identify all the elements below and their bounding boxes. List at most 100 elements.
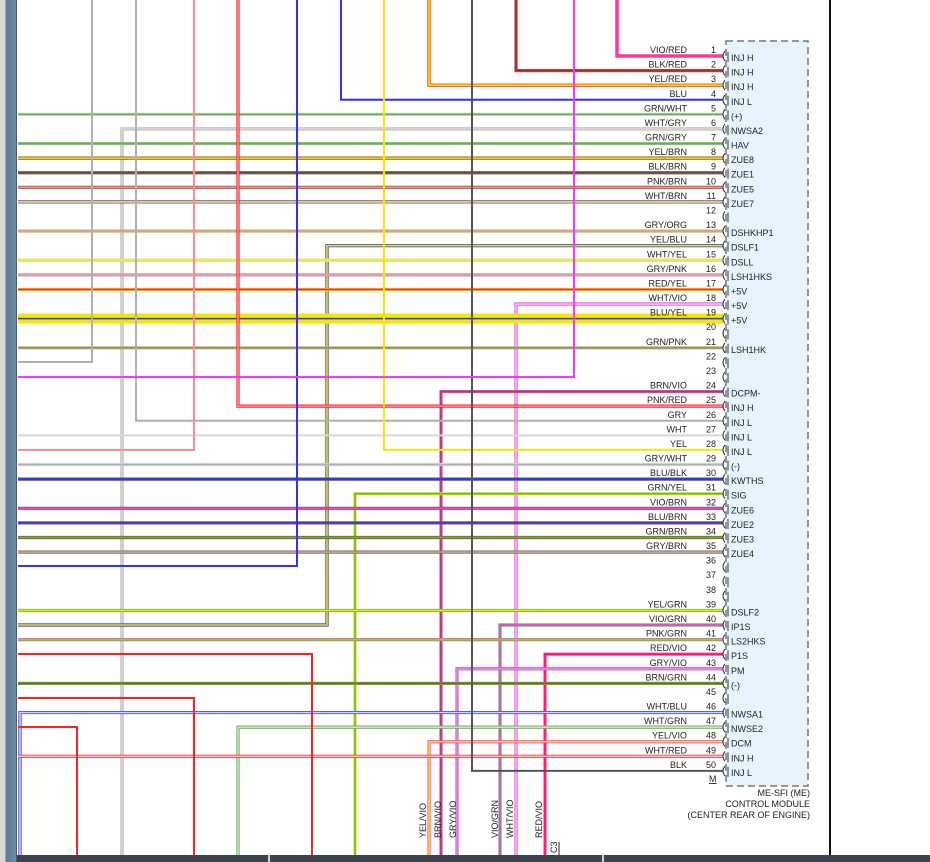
pin-function-label: ZUE3 xyxy=(731,534,754,544)
pin-socket-icon xyxy=(722,284,726,295)
wire-color-label: GRN/WHT xyxy=(644,103,687,113)
wire-color-label: WHT/GRY xyxy=(645,118,687,128)
wire-color-label: BLK xyxy=(670,760,687,770)
pin-number: 9 xyxy=(711,162,716,172)
pin-function-label: SIG xyxy=(731,491,747,501)
continuation-wire xyxy=(18,0,575,378)
pin-number: 7 xyxy=(711,133,716,143)
wire-color-label: BLU/BRN xyxy=(648,512,687,522)
pins-layer: VIO/RED 1 INJ H BLK/RED 2 INJ H YEL/RED 3 INJ H B… xyxy=(644,45,774,778)
pin-socket-icon xyxy=(722,473,726,485)
wire-pin-24 xyxy=(440,390,723,855)
pin-socket-icon xyxy=(722,707,726,718)
pin-number: 48 xyxy=(706,731,716,741)
pin-number: 35 xyxy=(706,541,716,551)
pin-function-label: INJ H xyxy=(731,82,754,92)
pin-function-label: +5V xyxy=(731,301,747,311)
pin-socket-icon xyxy=(722,590,726,602)
pin-socket-icon xyxy=(722,196,726,208)
wire-pin-3-stripe xyxy=(427,0,723,87)
pin-function-label: LSH1HKS xyxy=(731,272,772,282)
wire-color-label: WHT xyxy=(667,424,688,434)
wire-color-label: GRN/YEL xyxy=(647,483,687,493)
bottom-wire-label: YEL/VIO xyxy=(418,803,428,838)
wire-pin-3 xyxy=(428,0,723,86)
pin-function-label: INJ L xyxy=(731,432,752,442)
pin-function-label: HAV xyxy=(731,141,749,151)
pin-function-label: ZUE7 xyxy=(731,199,754,209)
bottom-wire-label: BRN/VIO xyxy=(433,801,443,838)
pin-function-label: ZUE1 xyxy=(731,170,754,180)
connector-label: C3 xyxy=(549,841,559,853)
continuation-wire xyxy=(18,653,313,855)
wire-color-label: YEL/BRN xyxy=(648,147,687,157)
wire-color-label: PNK/GRN xyxy=(646,629,687,639)
wire-pin-43 xyxy=(456,667,723,855)
pin-number: 38 xyxy=(706,585,716,595)
pin-number: 34 xyxy=(706,526,716,536)
pin-socket-icon xyxy=(722,386,726,397)
pin-number: 44 xyxy=(706,672,716,682)
pin-function-label: +5V xyxy=(731,316,747,326)
pin-function-label: LS2HKS xyxy=(731,637,766,647)
wire-color-label: WHT/GRN xyxy=(644,716,687,726)
pin-function-label: DSLL xyxy=(731,257,754,267)
wire-color-label: WHT/VIO xyxy=(649,293,688,303)
pin-number: 37 xyxy=(706,570,716,580)
module-name-line2: CONTROL MODULE xyxy=(725,799,810,809)
pin-number: 12 xyxy=(706,205,716,215)
bottom-scroll-bar[interactable] xyxy=(17,855,930,862)
pin-socket-icon xyxy=(722,546,726,558)
pin-socket-icon xyxy=(722,152,726,164)
pin-number: 2 xyxy=(711,60,716,70)
wire-pin-46-stripe xyxy=(18,710,723,855)
pin-function-label: ZUE5 xyxy=(731,184,754,194)
wire-color-label: BLK/BRN xyxy=(648,162,687,172)
wire-pin-48-stripe xyxy=(427,740,723,855)
wire-color-label: GRY/WHT xyxy=(645,454,688,464)
wire-pin-4 xyxy=(340,0,723,101)
wire-pin-42 xyxy=(544,653,723,855)
bottom-wire-label: VIO/GRN xyxy=(490,800,500,838)
continuation-wire xyxy=(18,0,298,567)
module-name-line1: ME-SFI (ME) xyxy=(758,788,811,798)
wire-color-label: YEL/GRN xyxy=(647,599,687,609)
wires-layer xyxy=(18,0,723,855)
pin-number: 20 xyxy=(706,322,716,332)
wire-color-label: WHT/BRN xyxy=(645,191,687,201)
pin-number: 21 xyxy=(706,337,716,347)
pin-function-label: INJ H xyxy=(731,53,754,63)
wire-pin-2-stripe xyxy=(514,0,723,73)
pin-socket-icon xyxy=(722,269,726,281)
pin-socket-icon xyxy=(722,50,726,62)
pin-socket-icon xyxy=(722,327,726,339)
pin-number: 18 xyxy=(706,293,716,303)
wire-pin-25 xyxy=(237,0,723,407)
wire-pin-6 xyxy=(121,128,723,855)
pin-socket-icon xyxy=(722,65,726,76)
wire-color-label: YEL xyxy=(670,439,687,449)
wire-color-label: BRN/GRN xyxy=(645,672,687,682)
pin-function-label: IP1S xyxy=(731,622,751,632)
pin-function-label: ZUE6 xyxy=(731,505,754,515)
wire-color-label: RED/YEL xyxy=(648,278,687,288)
wire-pin-6-stripe xyxy=(120,127,723,855)
wire-color-label: GRY xyxy=(668,410,687,420)
pin-function-label: (-) xyxy=(731,680,740,690)
module-location: (CENTER REAR OF ENGINE) xyxy=(687,810,810,820)
wire-pin-46 xyxy=(19,711,723,855)
pin-function-label: NWSA2 xyxy=(731,126,763,136)
pin-function-label: NWSA1 xyxy=(731,710,763,720)
pin-number: 42 xyxy=(706,643,716,653)
pin-number: 27 xyxy=(706,424,716,434)
ground-label: M xyxy=(709,774,717,784)
pin-socket-icon xyxy=(722,109,726,120)
wire-color-label: GRY/ORG xyxy=(645,220,687,230)
pin-number: 26 xyxy=(706,410,716,420)
bottom-bar-separator xyxy=(268,855,270,862)
bottom-wire-label: GRY/VIO xyxy=(448,801,458,838)
pin-number: 39 xyxy=(706,599,716,609)
pin-function-label: INJ L xyxy=(731,97,752,107)
pin-function-label: +5V xyxy=(731,286,747,296)
pin-number: 43 xyxy=(706,658,716,668)
